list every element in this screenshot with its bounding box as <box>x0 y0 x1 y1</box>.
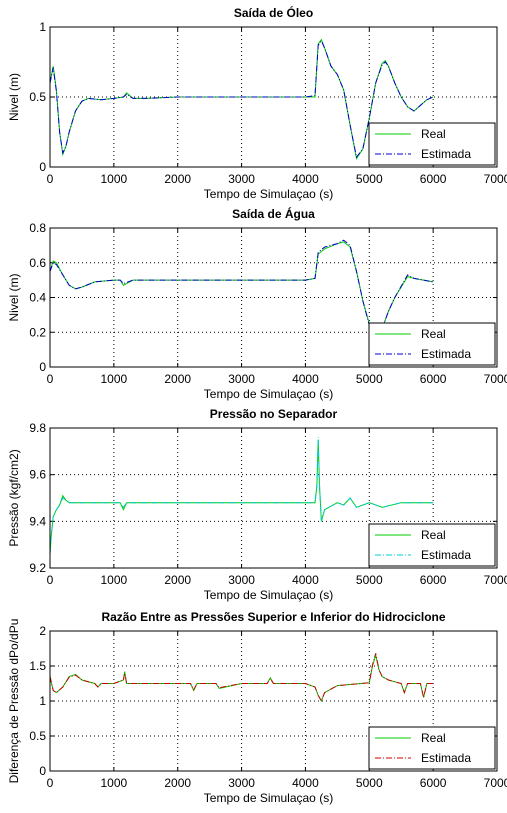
x-tick-label: 1000 <box>101 776 128 790</box>
legend-label: Estimada <box>421 147 471 161</box>
x-tick-label: 5000 <box>356 372 383 386</box>
x-tick-label: 6000 <box>420 372 447 386</box>
y-tick-label: 9.2 <box>29 561 46 575</box>
series-line-estimada <box>50 40 434 159</box>
chart-title: Saída de Óleo <box>234 5 313 20</box>
y-axis-label: Diferença de Pressão dPo/dPu <box>7 619 21 784</box>
series-line-estimada <box>50 437 434 555</box>
legend-label: Real <box>421 528 446 542</box>
x-tick-label: 6000 <box>420 172 447 186</box>
y-axis-label: Nivel (m) <box>7 73 21 121</box>
chart-title: Pressão no Separador <box>210 407 338 421</box>
y-axis-label: Nivel (m) <box>7 274 21 322</box>
x-axis-label: Tempo de Simulaçao (s) <box>204 791 333 805</box>
x-tick-label: 0 <box>47 372 54 386</box>
x-tick-label: 5000 <box>356 776 383 790</box>
x-tick-label: 2000 <box>164 172 191 186</box>
y-tick-label: 0.5 <box>29 729 46 743</box>
axes-box <box>49 26 498 168</box>
x-tick-label: 0 <box>47 573 54 587</box>
y-tick-label: 0.8 <box>29 221 46 235</box>
x-tick-label: 0 <box>47 172 54 186</box>
legend-label: Estimada <box>421 751 471 765</box>
legend-label: Real <box>421 327 446 341</box>
legend-box <box>368 523 496 567</box>
x-tick-label: 2000 <box>164 372 191 386</box>
x-tick-label: 2000 <box>164 573 191 587</box>
x-axis-label: Tempo de Simulaçao (s) <box>204 187 333 201</box>
legend: Real Estimada <box>368 322 496 366</box>
axes-box <box>49 630 498 772</box>
x-tick-label: 3000 <box>228 372 255 386</box>
x-tick-label: 1000 <box>101 573 128 587</box>
x-tick-label: 4000 <box>292 573 319 587</box>
x-axis-label: Tempo de Simulaçao (s) <box>204 387 333 401</box>
x-tick-label: 1000 <box>101 372 128 386</box>
y-tick-label: 0 <box>39 160 46 174</box>
x-tick-label: 6000 <box>420 573 447 587</box>
legend-label: Estimada <box>421 548 471 562</box>
legend-box <box>368 122 496 166</box>
x-tick-label: 4000 <box>292 372 319 386</box>
legend-label: Estimada <box>421 347 471 361</box>
y-tick-label: 9.8 <box>29 421 46 435</box>
legend-label: Real <box>421 731 446 745</box>
y-axis-label: Pressão (kgf/cm2) <box>7 449 21 546</box>
x-tick-label: 1000 <box>101 172 128 186</box>
x-tick-label: 5000 <box>356 573 383 587</box>
legend: Real Estimada <box>368 523 496 567</box>
legend-box <box>368 322 496 366</box>
x-tick-label: 6000 <box>420 776 447 790</box>
x-tick-label: 3000 <box>228 573 255 587</box>
y-tick-label: 0 <box>39 360 46 374</box>
y-tick-label: 0.2 <box>29 325 46 339</box>
axes-box <box>49 427 498 569</box>
legend-label: Real <box>421 127 446 141</box>
y-tick-label: 9.6 <box>29 468 46 482</box>
x-tick-label: 0 <box>47 776 54 790</box>
legend-box <box>368 726 496 770</box>
y-tick-label: 0.6 <box>29 256 46 270</box>
axes-box <box>49 227 498 368</box>
y-tick-label: 0 <box>39 764 46 778</box>
y-tick-label: 0.5 <box>29 90 46 104</box>
x-tick-label: 5000 <box>356 172 383 186</box>
y-tick-label: 2 <box>39 624 46 638</box>
y-tick-label: 1 <box>39 20 46 34</box>
chart-title: Razão Entre as Pressões Superior e Infer… <box>101 610 445 624</box>
x-tick-label: 3000 <box>228 172 255 186</box>
x-tick-label: 3000 <box>228 776 255 790</box>
y-tick-label: 1.5 <box>29 659 46 673</box>
y-tick-label: 0.4 <box>29 291 46 305</box>
legend: Real Estimada <box>368 726 496 770</box>
x-tick-label: 4000 <box>292 172 319 186</box>
chart-title: Saída de Água <box>232 206 315 221</box>
series-line-estimada <box>50 653 434 703</box>
y-tick-label: 9.4 <box>29 514 46 528</box>
x-axis-label: Tempo de Simulaçao (s) <box>204 588 333 602</box>
y-tick-label: 1 <box>39 694 46 708</box>
x-tick-label: 4000 <box>292 776 319 790</box>
legend: Real Estimada <box>368 122 496 166</box>
x-tick-label: 2000 <box>164 776 191 790</box>
